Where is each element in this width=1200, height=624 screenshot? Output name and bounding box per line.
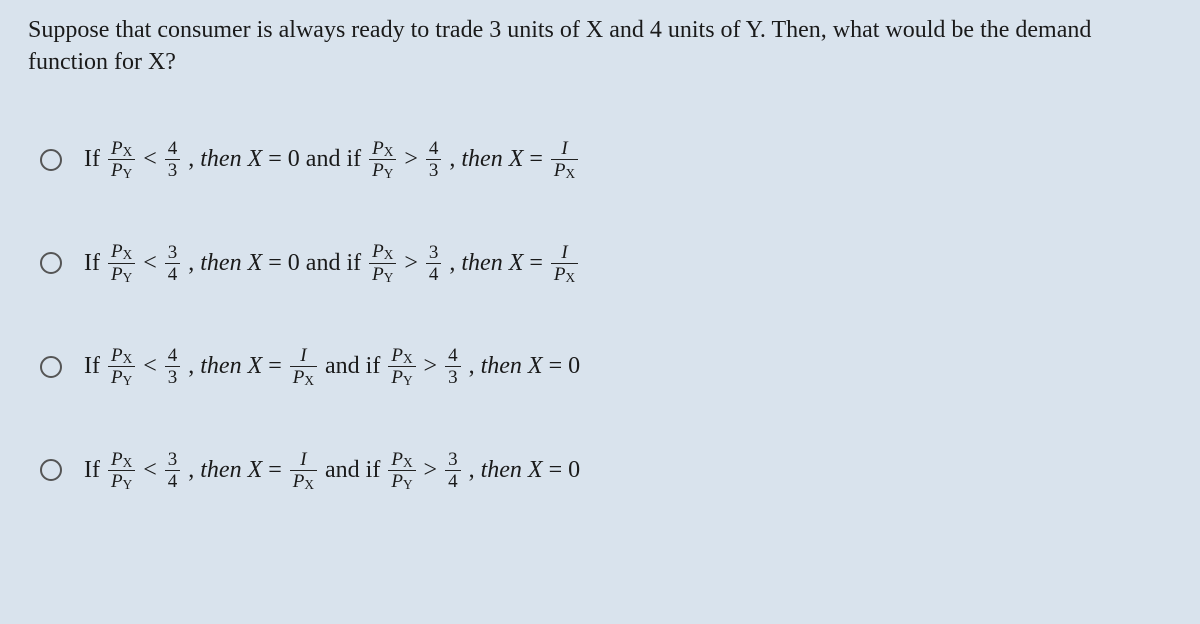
radio-2[interactable] — [40, 252, 62, 274]
option-3-expression: IfPXPY<43,then X =IPXand ifPXPY>43,then … — [84, 346, 580, 388]
option-2[interactable]: IfPXPY<34,then X = 0 and ifPXPY>34,then … — [40, 242, 1172, 284]
page: Suppose that consumer is always ready to… — [0, 0, 1200, 501]
option-4[interactable]: IfPXPY<34,then X =IPXand ifPXPY>34,then … — [40, 450, 1172, 492]
radio-3[interactable] — [40, 356, 62, 378]
radio-4[interactable] — [40, 459, 62, 481]
option-1[interactable]: IfPXPY<43,then X = 0 and ifPXPY>43,then … — [40, 139, 1172, 181]
option-2-expression: IfPXPY<34,then X = 0 and ifPXPY>34,then … — [84, 242, 580, 284]
option-3[interactable]: IfPXPY<43,then X =IPXand ifPXPY>43,then … — [40, 346, 1172, 388]
options-list: IfPXPY<43,then X = 0 and ifPXPY>43,then … — [28, 139, 1172, 491]
question-text: Suppose that consumer is always ready to… — [28, 14, 1158, 79]
option-1-expression: IfPXPY<43,then X = 0 and ifPXPY>43,then … — [84, 139, 580, 181]
option-4-expression: IfPXPY<34,then X =IPXand ifPXPY>34,then … — [84, 450, 580, 492]
radio-1[interactable] — [40, 149, 62, 171]
